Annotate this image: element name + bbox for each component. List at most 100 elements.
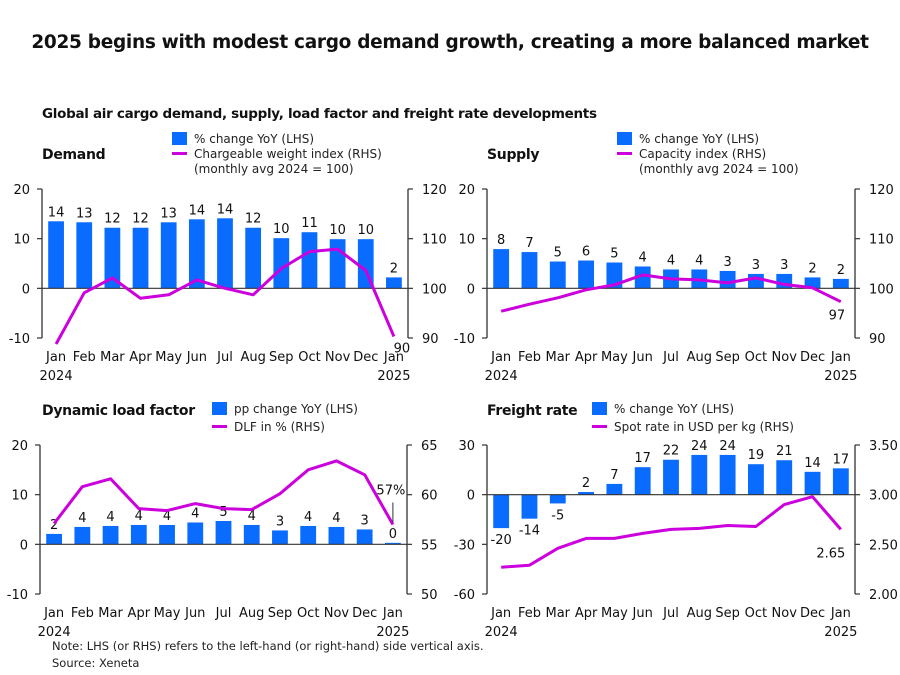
bar-data-label: 14: [189, 203, 206, 218]
bar: [776, 460, 793, 495]
year-label-start: 2024: [485, 369, 518, 384]
bar: [719, 270, 736, 289]
bar-data-label: -14: [519, 524, 540, 539]
right-tick-label: 2.50: [869, 538, 898, 553]
legend-label: pp change YoY (LHS): [234, 402, 358, 416]
x-tick-label: Feb: [71, 606, 94, 621]
bar: [130, 524, 147, 545]
left-tick-label: -60: [454, 588, 475, 603]
x-tick-label: Oct: [745, 606, 767, 621]
bar-data-label: 24: [691, 439, 708, 454]
right-tick-label: 90: [869, 332, 886, 347]
x-tick-label: Nov: [324, 606, 350, 621]
bar-swatch-icon: [617, 132, 632, 145]
x-tick-label: Dec: [800, 606, 825, 621]
x-tick-label: Sep: [268, 606, 293, 621]
bar-data-label: 13: [160, 206, 177, 221]
x-tick-label: Aug: [687, 606, 712, 621]
bar-data-label: 3: [723, 255, 731, 270]
legend-label: % change YoY (LHS): [194, 132, 315, 146]
bar-data-label: 4: [639, 250, 647, 265]
bar-data-label: 10: [357, 223, 374, 238]
x-tick-label: Aug: [239, 606, 264, 621]
legend-item-bar: % change YoY (LHS): [592, 402, 794, 417]
bar: [832, 468, 849, 495]
year-label-end: 2025: [377, 369, 410, 384]
bar-data-label: 4: [106, 510, 114, 525]
right-tick-label: 100: [869, 282, 894, 297]
line-series: [54, 247, 396, 345]
bar-data-label: -20: [491, 533, 512, 548]
x-tick-label: Jun: [632, 350, 653, 365]
x-tick-label: Apr: [575, 606, 598, 621]
bar-data-label: 8: [497, 233, 505, 248]
bar: [663, 459, 679, 495]
line-series: [500, 273, 842, 313]
bar: [132, 227, 149, 289]
bar-data-label: 5: [610, 247, 618, 262]
legend-item-line: Chargeable weight index (RHS): [172, 147, 382, 162]
legend-item-line: Capacity index (RHS): [617, 147, 799, 162]
legend-label: Chargeable weight index (RHS): [194, 147, 382, 161]
bar-data-label: 4: [78, 511, 86, 526]
bar-data-label: 11: [301, 216, 318, 231]
year-label-start: 2024: [485, 625, 518, 640]
bar-data-label: 22: [663, 444, 680, 459]
supply-title: Supply: [487, 147, 540, 163]
left-tick-label: 0: [20, 538, 28, 553]
bar: [634, 467, 651, 495]
supply-legend: % change YoY (LHS) Capacity index (RHS) …: [617, 132, 799, 177]
legend-label: Spot rate in USD per kg (RHS): [614, 420, 794, 434]
x-tick-label: May: [154, 606, 181, 621]
x-tick-label: Jul: [216, 350, 233, 365]
year-label-end: 2025: [824, 625, 857, 640]
bar-data-label: 4: [695, 253, 703, 268]
right-tick-label: 100: [422, 282, 447, 297]
right-tick-label: 55: [421, 538, 438, 553]
bar: [46, 533, 63, 545]
legend-item-bar: % change YoY (LHS): [172, 132, 382, 147]
legend-item-bar: pp change YoY (LHS): [212, 402, 358, 417]
bar: [747, 464, 764, 495]
x-tick-label: Feb: [518, 350, 541, 365]
footnote: Note: LHS (or RHS) refers to the left-ha…: [52, 639, 484, 653]
bar: [243, 524, 260, 545]
bar: [301, 232, 318, 289]
bar-data-label: 2: [837, 263, 845, 278]
bar-data-label: 4: [248, 509, 256, 524]
bar: [273, 238, 290, 289]
x-tick-label: Jan: [830, 606, 851, 621]
left-tick-label: 30: [458, 439, 475, 454]
bar: [804, 471, 821, 495]
left-tick-label: 10: [458, 233, 475, 248]
year-label-start: 2024: [40, 369, 73, 384]
bar-data-label: 14: [48, 205, 65, 220]
x-tick-label: May: [601, 350, 628, 365]
bar: [74, 526, 91, 545]
bar: [76, 222, 93, 289]
bar-data-label: 19: [748, 448, 765, 463]
x-tick-label: Feb: [518, 606, 541, 621]
line-series: [501, 495, 842, 569]
bar: [521, 494, 538, 519]
x-tick-label: Apr: [128, 606, 151, 621]
bar-data-label: 2: [50, 518, 58, 533]
bar: [188, 219, 205, 289]
x-tick-label: Mar: [546, 606, 571, 621]
x-tick-label: Mar: [98, 606, 123, 621]
x-tick-label: Mar: [100, 350, 125, 365]
bar-data-label: 17: [634, 451, 651, 466]
bar-data-label: 2: [390, 261, 398, 276]
legend-item-line: Spot rate in USD per kg (RHS): [592, 420, 794, 435]
bar: [159, 524, 175, 545]
left-tick-label: 0: [467, 489, 475, 504]
line-end-label: 90: [394, 342, 411, 357]
x-tick-label: Apr: [129, 350, 152, 365]
bar-data-label: 10: [273, 222, 290, 237]
line-end-label: 2.65: [816, 546, 845, 561]
bar-data-label: 4: [135, 509, 143, 524]
bar-data-label: 6: [582, 245, 590, 260]
bar-swatch-icon: [172, 132, 187, 145]
bar-data-label: 5: [219, 505, 227, 520]
x-tick-label: Nov: [325, 350, 351, 365]
